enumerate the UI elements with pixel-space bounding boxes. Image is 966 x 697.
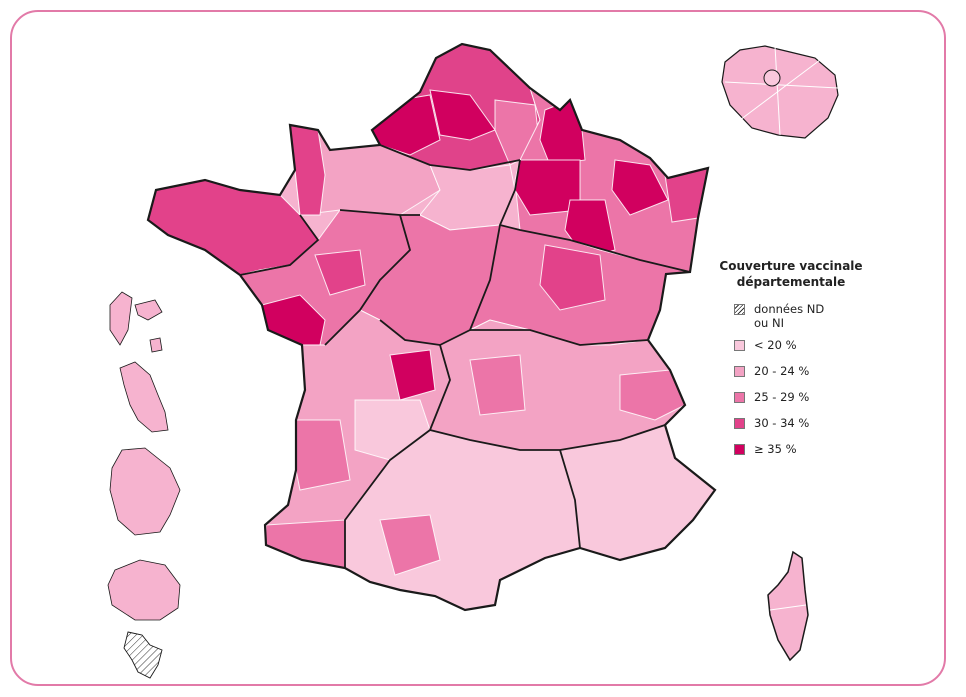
martinique — [119, 361, 169, 433]
ile-de-france-inset — [721, 45, 839, 139]
legend-label-30-34: 30 - 34 % — [754, 416, 810, 430]
france-outline — [146, 42, 717, 612]
dept-haute-garonne — [379, 514, 441, 576]
legend-item-lt20: < 20 % — [734, 338, 866, 364]
dept-puy-de-dome — [469, 354, 526, 416]
legend-swatch-ge35 — [734, 444, 745, 455]
guadeloupe — [109, 291, 163, 353]
legend-item-ge35: ≥ 35 % — [734, 442, 866, 468]
legend-swatch-20-24 — [734, 366, 745, 377]
legend-label-lt20: < 20 % — [754, 338, 797, 352]
reunion — [107, 559, 181, 621]
dept-pas-de-calais — [429, 89, 496, 141]
dept-savoie — [619, 369, 686, 421]
dept-landes — [295, 419, 351, 491]
legend-swatch-25-29 — [734, 392, 745, 403]
mayotte — [123, 631, 163, 679]
legend-swatch-lt20 — [734, 340, 745, 351]
legend-item-20-24: 20 - 24 % — [734, 364, 866, 390]
guyane — [109, 447, 181, 536]
dept-moselle — [611, 159, 669, 216]
dept-haute-saone — [539, 244, 606, 311]
map-legend: Couverture vaccinale départementale donn… — [716, 258, 866, 468]
legend-title: Couverture vaccinale départementale — [719, 259, 863, 289]
france-mainland — [146, 42, 717, 612]
legend-item-30-34: 30 - 34 % — [734, 416, 866, 442]
outre-mer-insets — [107, 291, 181, 621]
dept-sarthe — [314, 249, 366, 296]
legend-item-nd: données ND ou NI — [734, 302, 866, 338]
legend-label-ge35: ≥ 35 % — [754, 442, 797, 456]
region-ile-de-france — [419, 164, 516, 231]
dept-haute-vienne — [389, 349, 436, 401]
legend-label-20-24: 20 - 24 % — [754, 364, 810, 378]
legend-label-25-29: 25 - 29 % — [754, 390, 810, 404]
corse — [767, 550, 809, 662]
dept-ardennes — [539, 99, 586, 166]
legend-item-25-29: 25 - 29 % — [734, 390, 866, 416]
legend-label-nd: données ND ou NI — [754, 302, 825, 330]
legend-swatch-30-34 — [734, 418, 745, 429]
legend-swatch-nd — [734, 304, 745, 315]
